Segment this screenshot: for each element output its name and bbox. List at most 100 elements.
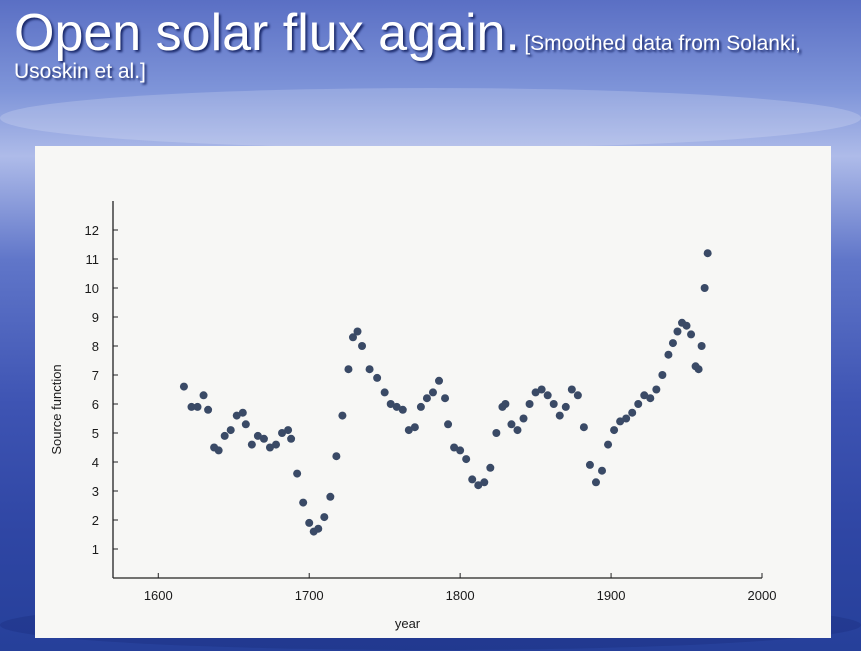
data-point [668,339,677,348]
background-wave [0,88,861,148]
y-tick-label: 8 [92,339,99,354]
data-point [293,469,302,478]
y-tick-label: 9 [92,310,99,325]
data-point [232,411,241,420]
data-point [326,492,335,501]
y-tick-label: 10 [85,281,99,296]
data-point [265,443,274,452]
data-point [658,371,667,379]
data-point [204,405,213,414]
y-tick-label: 3 [92,484,99,499]
x-tick-label: 1800 [446,588,475,603]
data-point [422,394,431,403]
data-point [703,249,712,258]
title-main: Open solar flux again. [14,4,520,62]
y-tick-label: 11 [86,252,100,267]
data-point [543,391,552,400]
data-point [238,408,247,417]
data-point [561,402,570,411]
data-point [468,475,477,484]
data-point [682,321,691,330]
data-point [386,400,395,408]
data-point [697,342,706,350]
y-tick-label: 6 [92,397,99,412]
data-point [492,429,501,437]
data-point [610,426,619,435]
data-point [652,385,661,394]
y-tick-label: 1 [92,542,99,557]
data-point [410,423,419,432]
data-point [247,440,256,449]
data-point [435,376,444,385]
data-point [598,466,607,475]
data-point [519,414,528,423]
data-point [338,411,347,420]
data-point [380,388,389,397]
y-tick-label: 2 [92,513,99,528]
data-point [314,524,323,533]
y-tick-label: 12 [85,223,99,238]
x-tick-label: 1700 [295,588,324,603]
data-point [474,481,483,490]
data-point [579,423,588,432]
data-point [555,411,564,420]
data-point [604,440,613,449]
data-point [220,431,229,440]
data-point [525,400,534,408]
data-point [480,478,489,487]
slide-title: Open solar flux again. [Smoothed data fr… [14,6,844,83]
data-point [272,440,281,449]
data-point [348,333,357,342]
data-point [673,327,682,336]
data-point [187,402,196,411]
data-point [687,330,696,339]
data-point [616,417,625,426]
data-point [373,373,382,382]
data-point [573,391,582,400]
data-point [441,394,450,403]
data-point [462,455,471,464]
data-point [241,420,250,429]
data-point [392,402,401,411]
data-point [507,420,516,429]
data-point [634,400,643,408]
data-point [179,382,188,391]
data-point [531,388,540,397]
title-subtitle: [Smoothed data from Solanki, Usoskin et … [14,32,801,83]
data-point [622,414,631,423]
data-point [694,365,703,374]
data-point [365,365,374,374]
data-point [486,463,495,472]
scatter-chart: 1600 1700 1800 1900 2000123456789101112yearS… [49,201,777,631]
x-tick-label: 1600 [144,588,173,603]
y-tick-label: 7 [92,368,99,383]
data-point [456,446,465,455]
y-axis-title: Source function [49,364,64,454]
data-point [253,431,262,440]
data-point [444,420,453,429]
data-point [640,391,649,400]
data-point [416,402,425,411]
data-point [199,391,208,400]
data-point [332,452,341,461]
data-point [353,327,362,336]
x-tick-label: 2000 [748,588,777,603]
data-point [428,388,437,397]
data-point [284,426,293,435]
data-point [567,385,576,394]
data-point [450,443,459,452]
data-point [537,385,546,394]
data-point [549,400,558,408]
data-point [193,402,202,411]
y-tick-label: 4 [92,455,99,470]
x-axis-title: year [395,616,421,631]
data-point [287,434,296,443]
data-point [591,478,600,487]
data-point [700,284,709,292]
data-point [226,426,235,435]
data-point [501,400,510,408]
y-tick-label: 5 [92,426,99,441]
data-point [664,350,673,359]
data-point [404,426,413,435]
chart-panel: 1600 1700 1800 1900 2000 1 2 3 4 5 6 7 8 9 10 11 12 year S… [35,146,831,638]
